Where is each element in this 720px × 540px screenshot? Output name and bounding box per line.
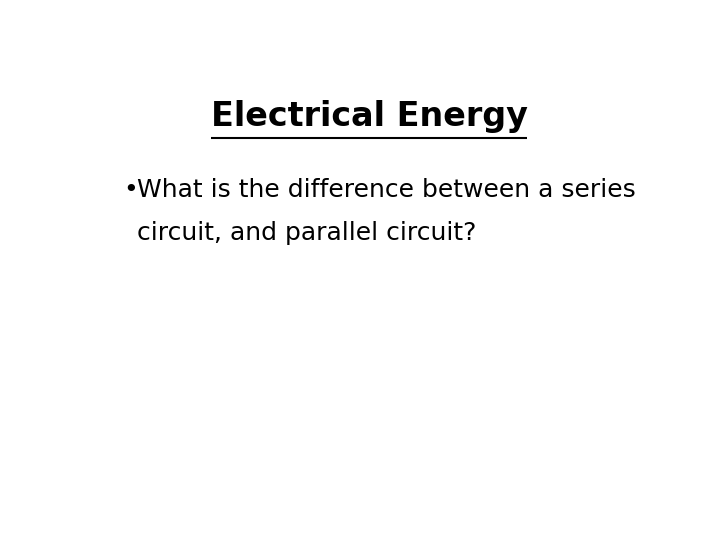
Text: •: •: [124, 178, 138, 201]
Text: Electrical Energy: Electrical Energy: [210, 100, 528, 133]
Text: What is the difference between a series: What is the difference between a series: [138, 178, 636, 201]
Text: circuit, and parallel circuit?: circuit, and parallel circuit?: [138, 221, 477, 245]
